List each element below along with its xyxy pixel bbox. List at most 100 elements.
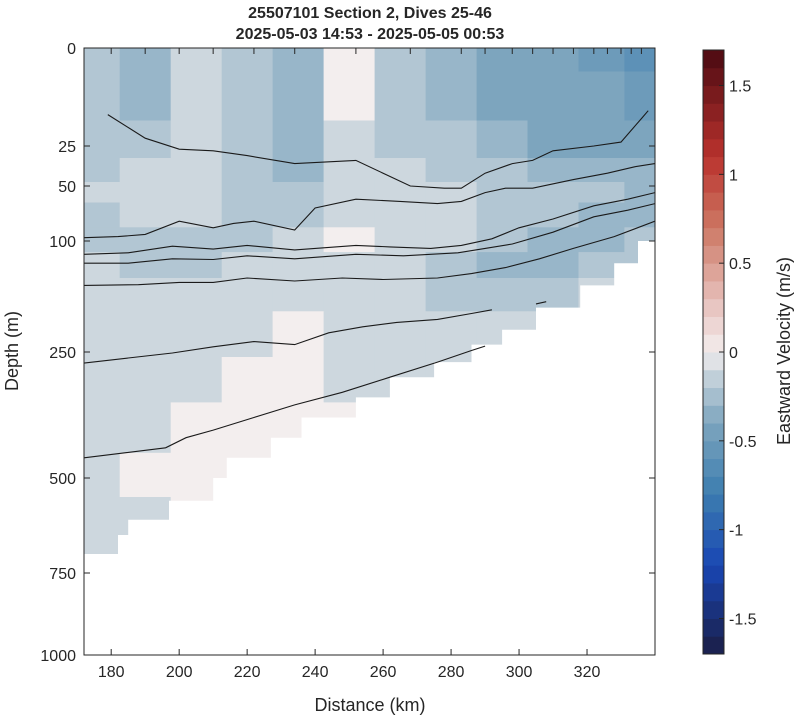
- colorbar-band: [703, 174, 724, 193]
- velocity-cell: [476, 182, 529, 204]
- y-tick-label: 0: [67, 41, 76, 58]
- colorbar-band: [703, 352, 724, 371]
- y-axis-label: Depth (m): [2, 311, 22, 391]
- velocity-cell: [84, 278, 121, 312]
- velocity-cell: [624, 120, 655, 159]
- velocity-cell: [527, 158, 580, 183]
- velocity-cell: [624, 182, 655, 204]
- velocity-cell: [374, 71, 427, 122]
- velocity-cell: [119, 357, 172, 403]
- colorbar-band: [703, 600, 724, 619]
- velocity-cell: [119, 158, 172, 183]
- velocity-cell: [527, 71, 580, 122]
- velocity-cell: [374, 227, 427, 253]
- velocity-cell: [119, 71, 172, 122]
- velocity-cell: [323, 278, 376, 312]
- velocity-cell: [170, 311, 223, 358]
- velocity-cell: [170, 202, 223, 228]
- contour-line: [84, 192, 655, 255]
- colorbar-tick-label: 0: [729, 345, 738, 362]
- velocity-cell: [119, 252, 172, 279]
- colorbar: 1.5 1 0.5 0 -0.5 -1 -1.5: [702, 49, 757, 655]
- seafloor-mask: [84, 241, 655, 655]
- y-tick-label: 50: [58, 179, 76, 196]
- velocity-cell: [323, 311, 376, 358]
- colorbar-band: [703, 618, 724, 637]
- velocity-cell: [624, 48, 655, 73]
- velocity-cell: [84, 311, 121, 358]
- velocity-cell: [374, 252, 427, 279]
- colorbar-band: [703, 334, 724, 353]
- velocity-cell: [323, 182, 376, 204]
- velocity-cell: [374, 202, 427, 228]
- velocity-cell: [170, 48, 223, 73]
- velocity-cell: [170, 357, 223, 403]
- velocity-cell: [527, 278, 580, 312]
- colorbar-band: [703, 209, 724, 229]
- x-tick-label: 260: [370, 664, 397, 681]
- velocity-cell: [119, 402, 172, 454]
- velocity-cell: [527, 182, 580, 204]
- colorbar-band: [703, 138, 724, 158]
- velocity-cell: [425, 227, 478, 253]
- velocity-cell: [323, 227, 376, 253]
- velocity-cell: [624, 158, 655, 183]
- velocity-cell: [527, 252, 580, 279]
- velocity-cell: [84, 71, 121, 122]
- colorbar-band: [703, 67, 724, 87]
- velocity-cell: [374, 48, 427, 73]
- velocity-cell: [476, 120, 529, 159]
- contour-line: [84, 345, 486, 459]
- velocity-cell: [221, 158, 274, 183]
- colorbar-band: [703, 245, 724, 264]
- colorbar-tick-label: 1.5: [729, 79, 751, 96]
- colorbar-band: [703, 369, 724, 389]
- colorbar-band: [703, 423, 724, 442]
- contour-line: [84, 220, 655, 286]
- velocity-cell: [119, 311, 172, 358]
- velocity-cell: [170, 120, 223, 159]
- y-axis: 0 25 50 100 250 500 750 1000: [40, 41, 655, 665]
- no-data-region: [84, 241, 655, 655]
- velocity-cell: [119, 452, 172, 498]
- y-tick-label: 1000: [40, 648, 76, 665]
- colorbar-tick-label: 1: [729, 167, 738, 184]
- velocity-cell: [374, 311, 427, 358]
- y-tick-label: 750: [49, 566, 76, 583]
- velocity-cell: [272, 311, 325, 358]
- velocity-cell: [221, 278, 274, 312]
- colorbar-band: [703, 565, 724, 584]
- velocity-cell: [221, 120, 274, 159]
- velocity-cell: [425, 278, 478, 312]
- velocity-cell: [272, 252, 325, 279]
- velocity-cell: [578, 48, 625, 73]
- velocity-cell: [425, 311, 478, 358]
- velocity-cell: [578, 158, 625, 183]
- velocity-cell: [374, 278, 427, 312]
- contour-line: [535, 301, 547, 305]
- velocity-cell: [323, 357, 376, 403]
- velocity-cell: [84, 402, 121, 454]
- velocity-cell: [272, 202, 325, 228]
- velocity-cell: [624, 202, 655, 228]
- velocity-cell: [323, 48, 376, 73]
- velocity-cell: [221, 311, 274, 358]
- colorbar-band: [703, 85, 724, 104]
- x-tick-label: 220: [234, 664, 261, 681]
- velocity-cell: [323, 202, 376, 228]
- velocity-cell: [84, 452, 121, 498]
- colorbar-band: [703, 636, 724, 655]
- velocity-cell: [272, 182, 325, 204]
- velocity-cell: [272, 120, 325, 159]
- colorbar-band: [703, 476, 724, 495]
- velocity-cell: [170, 402, 223, 454]
- y-tick-label: 100: [49, 234, 76, 251]
- colorbar-band: [703, 582, 724, 602]
- velocity-cell: [578, 120, 625, 159]
- y-tick-label: 25: [58, 139, 76, 156]
- velocity-cell: [578, 182, 625, 204]
- velocity-cell: [84, 252, 121, 279]
- colorbar-band: [703, 547, 724, 566]
- velocity-cell: [170, 227, 223, 253]
- x-tick-label: 200: [166, 664, 193, 681]
